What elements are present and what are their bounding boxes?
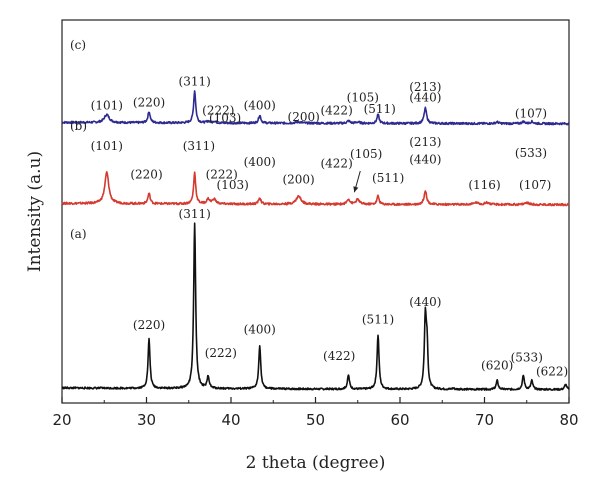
peak-label: (213): [409, 135, 441, 149]
peak-label: (622): [536, 364, 568, 378]
peak-label: (533): [511, 350, 543, 364]
peak-labels-layer: (c)(101) (220)(311)(222)(103)(400)(200) (4…: [70, 38, 568, 378]
peak-label: (220): [133, 318, 165, 332]
peak-label: (511): [362, 313, 394, 327]
peak-label: (103): [209, 111, 241, 125]
peak-label: (511): [364, 102, 396, 116]
peak-label: (422): [323, 349, 355, 363]
x-axis-title: 2 theta (degree): [246, 453, 386, 473]
plot-border: [61, 19, 570, 404]
peak-label: (533): [515, 146, 547, 160]
x-tick-label: 70: [475, 411, 494, 429]
peak-label: (105): [350, 147, 382, 161]
peak-label: (400): [244, 155, 276, 169]
peak-label: (422): [320, 103, 352, 117]
x-tick-label: 30: [137, 411, 156, 429]
peak-label: (105): [347, 91, 379, 105]
x-tick-label: 40: [221, 411, 240, 429]
panel-label: (b): [70, 119, 87, 133]
peak-label: (440): [409, 152, 441, 166]
peak-label: (400): [244, 99, 276, 113]
peak-label: (620): [481, 359, 513, 373]
peak-label: (400): [244, 322, 276, 336]
plot-frame: [61, 19, 570, 404]
series-line: [61, 171, 570, 207]
peak-label: (107): [515, 107, 547, 121]
series-line: [61, 90, 570, 126]
peak-label: (440): [409, 295, 441, 309]
peak-label: (103): [217, 178, 249, 192]
peak-label: (222): [206, 168, 238, 182]
peak-label: (101): [91, 99, 123, 113]
series-layer: [61, 90, 570, 391]
panel-label: (c): [70, 38, 86, 52]
peak-label: (101): [91, 139, 123, 153]
peak-label: (107): [519, 178, 551, 192]
series-1: [61, 171, 570, 207]
peak-label: (311): [183, 139, 215, 153]
peak-label: (511): [372, 171, 404, 185]
series-line: [61, 222, 570, 391]
x-tick-label: 50: [306, 411, 325, 429]
series-2: [61, 222, 570, 391]
peak-label: (220): [133, 95, 165, 109]
peak-label: (222): [205, 346, 237, 360]
y-axis-title: Intensity (a.u): [25, 151, 45, 272]
peak-label: (213): [409, 80, 441, 94]
peak-label: (220): [130, 168, 162, 182]
annotation-arrowhead: [353, 186, 359, 193]
peak-label: (311): [179, 207, 211, 221]
peak-label: (422): [320, 156, 352, 170]
x-tick-label: 80: [559, 411, 578, 429]
peak-label: (440): [409, 91, 441, 105]
peak-label: (200): [288, 110, 320, 124]
series-0: [61, 90, 570, 126]
peak-label: (116): [468, 178, 500, 192]
panel-label: (a): [70, 227, 87, 241]
peak-label: (222): [202, 103, 234, 117]
peak-label: (200): [282, 172, 314, 186]
x-tick-label: 20: [52, 411, 71, 429]
x-axis-ticks: 20 30 40 50 60 70 80: [52, 397, 579, 429]
x-tick-label: 60: [390, 411, 409, 429]
peak-label: (311): [179, 75, 211, 89]
